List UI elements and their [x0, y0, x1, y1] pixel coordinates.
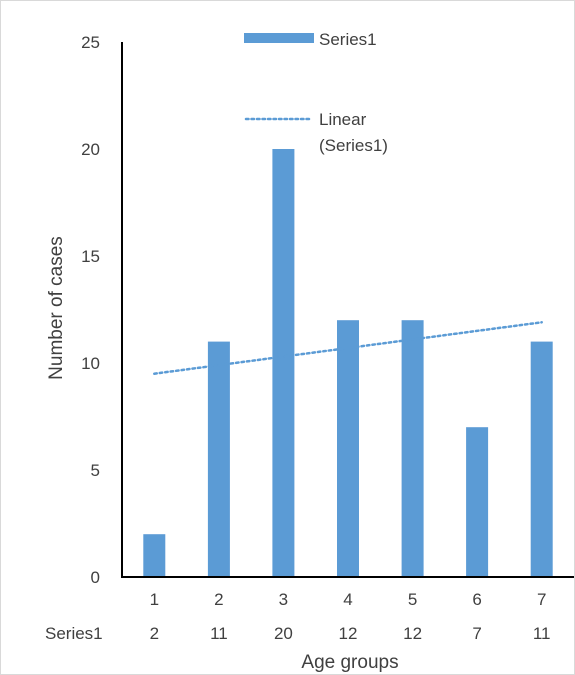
y-tick-label: 20	[81, 140, 100, 159]
y-tick-label: 25	[81, 33, 100, 52]
data-table-value: 2	[150, 624, 159, 643]
bar-3	[272, 149, 295, 577]
x-tick-label: 4	[343, 590, 352, 609]
y-tick-label: 5	[91, 461, 100, 480]
bar-7	[530, 341, 553, 577]
legend-label-trendline: Linear (Series1)	[319, 110, 388, 155]
y-tick-label: 0	[91, 568, 100, 587]
y-tick-label: 15	[81, 247, 100, 266]
x-tick-label: 5	[408, 590, 417, 609]
bar-5	[401, 320, 424, 577]
trendline-layer	[153, 321, 543, 375]
x-tick-label: 7	[537, 590, 546, 609]
bars-layer	[143, 149, 553, 577]
y-axis-title: Number of cases	[46, 236, 67, 380]
y-tick-label: 10	[81, 354, 100, 373]
x-tick-label: 6	[472, 590, 481, 609]
bar-6	[466, 427, 489, 577]
x-axis-title: Age groups	[301, 652, 398, 673]
bar-1	[143, 534, 166, 577]
data-table-value: 11	[210, 624, 228, 643]
x-tick-labels: 1 2 3 4 5 6 7	[150, 590, 547, 609]
x-tick-label: 1	[150, 590, 159, 609]
y-tick-labels: 0 5 10 15 20 25	[81, 33, 100, 587]
data-table-row-label: Series1	[45, 624, 103, 643]
axes-layer	[121, 42, 574, 578]
legend-swatch-series1	[244, 33, 314, 43]
data-table-value: 11	[533, 624, 551, 643]
data-table-value: 12	[403, 624, 422, 643]
bar-4	[337, 320, 359, 577]
x-tick-label: 2	[214, 590, 223, 609]
data-table-value: 20	[274, 624, 293, 643]
data-table-value: 12	[339, 624, 358, 643]
legend-label-series1: Series1	[319, 30, 377, 49]
data-table: Series1 2 11 20 12 12 7 11	[45, 624, 551, 643]
x-tick-label: 3	[279, 590, 288, 609]
legend: Series1 Linear (Series1)	[244, 30, 388, 155]
data-table-value: 7	[472, 624, 481, 643]
trendline	[153, 321, 543, 375]
bar-2	[207, 341, 230, 577]
